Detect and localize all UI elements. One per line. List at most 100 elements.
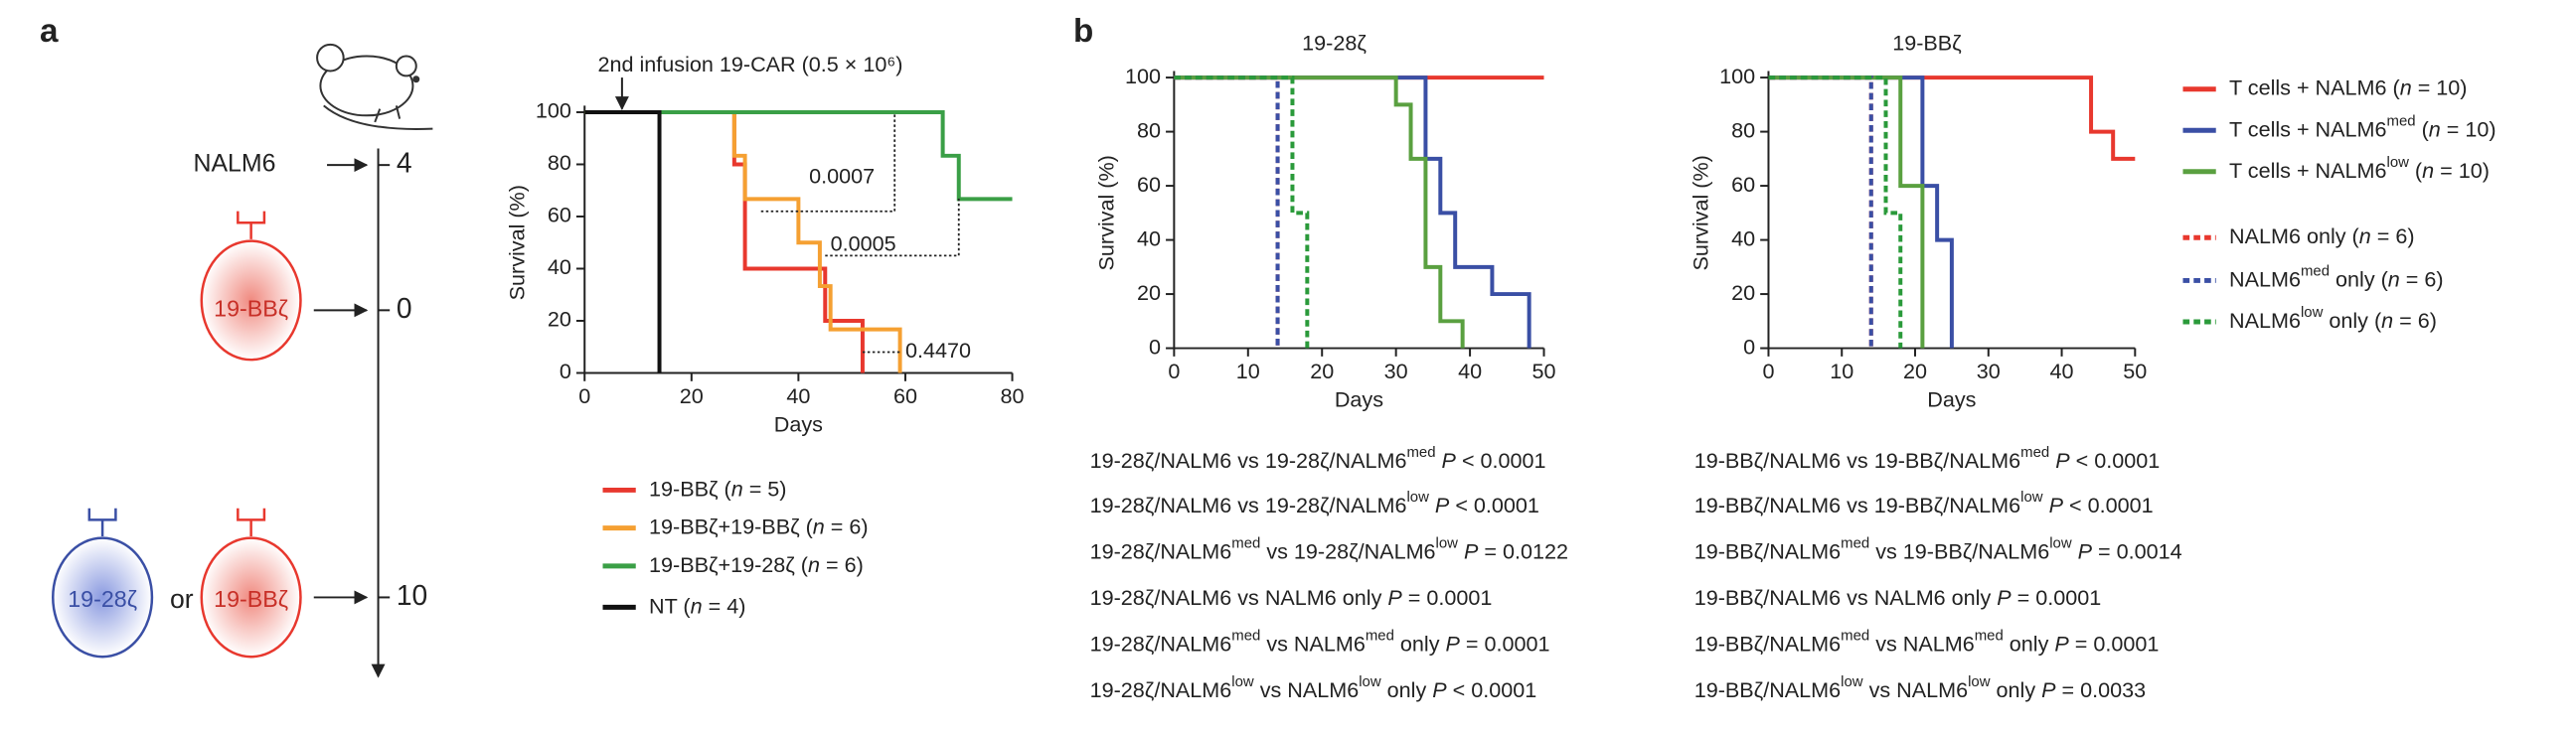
y-tick-label: 40 [548, 254, 571, 279]
x-tick-label: 0 [1168, 359, 1180, 383]
x-tick-label: 40 [1458, 359, 1482, 383]
y-tick-label: 20 [1731, 280, 1755, 305]
p-value: 0.0005 [831, 231, 896, 256]
y-tick-label: 0 [560, 359, 571, 383]
x-axis-label: Days [1335, 386, 1383, 411]
or-label: or [170, 584, 194, 614]
survival-curve [1768, 75, 1925, 349]
panel-label: a [40, 13, 59, 50]
statistic: 19-BBζ/NALM6low vs NALM6low only P = 0.0… [1694, 674, 2146, 702]
survival-curve [584, 109, 902, 373]
p-value: 0.0007 [809, 163, 875, 188]
target-label: NALM6 [193, 150, 275, 178]
survival-curve [1174, 75, 1280, 349]
survival-curve [584, 109, 662, 373]
x-axis-label: Days [774, 411, 823, 436]
x-tick-label: 10 [1830, 359, 1853, 383]
x-tick-label: 20 [1310, 359, 1334, 383]
statistic: 19-28ζ/NALM6 vs 19-28ζ/NALM6med P < 0.00… [1090, 445, 1546, 473]
y-tick-label: 80 [1137, 117, 1161, 142]
survival-curve [1174, 75, 1280, 349]
x-tick-label: 50 [1532, 359, 1556, 383]
axes [1173, 71, 1544, 350]
cell-label: 19-BBζ [214, 295, 288, 321]
survival-curve [584, 109, 1013, 202]
p-value: 0.4470 [905, 338, 971, 363]
x-tick-label: 30 [1977, 359, 2001, 383]
y-tick-label: 0 [1743, 334, 1755, 359]
legend-label: T cells + NALM6med (n = 10) [2229, 113, 2496, 141]
y-tick-label: 60 [1137, 172, 1161, 197]
chart-title: 19-28ζ [1302, 31, 1367, 56]
legend-label: T cells + NALM6 (n = 10) [2229, 74, 2467, 99]
statistic: 19-BBζ/NALM6 vs 19-BBζ/NALM6low P < 0.00… [1694, 490, 2154, 517]
x-tick-label: 0 [578, 383, 590, 408]
legend-label: NALM6med only (n = 6) [2229, 263, 2444, 291]
time-label: 10 [397, 579, 427, 611]
legend-label: 19-BBζ+19-28ζ (n = 6) [649, 552, 864, 577]
statistic: 19-28ζ/NALM6med vs NALM6med only P = 0.0… [1090, 628, 1550, 656]
y-tick-label: 80 [548, 150, 571, 175]
cell: 19-BBζ [200, 508, 302, 659]
cell-label: 19-BBζ [214, 586, 288, 612]
x-tick-label: 40 [2050, 359, 2074, 383]
mouse-icon [316, 43, 433, 130]
y-axis-label: Survival (%) [1689, 155, 1713, 270]
survival-curve [1768, 75, 1873, 349]
y-tick-label: 0 [1149, 334, 1161, 359]
annotation: 2nd infusion 19-CAR (0.5 × 10⁶) [598, 52, 903, 76]
survival-curve [1768, 75, 2136, 161]
y-tick-label: 100 [1719, 64, 1755, 88]
statistic: 19-28ζ/NALM6med vs 19-28ζ/NALM6low P = 0… [1090, 535, 1568, 563]
x-tick-label: 0 [1762, 359, 1774, 383]
statistic: 19-28ζ/NALM6 vs 19-28ζ/NALM6low P < 0.00… [1090, 490, 1539, 517]
legend-label: NT (n = 4) [649, 593, 745, 618]
survival-curve [1768, 75, 1954, 349]
legend-label: NALM6 only (n = 6) [2229, 223, 2415, 248]
y-tick-label: 60 [1731, 172, 1755, 197]
x-tick-label: 30 [1384, 359, 1408, 383]
statistic: 19-28ζ/NALM6 vs NALM6 only P = 0.0001 [1090, 585, 1493, 610]
time-label: 4 [397, 147, 412, 179]
statistic: 19-BBζ/NALM6med vs 19-BBζ/NALM6low P = 0… [1694, 535, 2182, 563]
x-tick-label: 40 [786, 383, 810, 408]
x-tick-label: 20 [1903, 359, 1927, 383]
survival-curve [1174, 75, 1465, 349]
y-tick-label: 100 [536, 98, 571, 123]
x-axis-label: Days [1927, 386, 1976, 411]
legend-label: T cells + NALM6low (n = 10) [2229, 154, 2490, 182]
cell-label: 19-28ζ [68, 586, 137, 612]
cell: 19-BBζ [200, 211, 302, 362]
statistic: 19-BBζ/NALM6 vs 19-BBζ/NALM6med P < 0.00… [1694, 445, 2160, 473]
statistic: 19-BBζ/NALM6 vs NALM6 only P = 0.0001 [1694, 585, 2102, 610]
y-tick-label: 100 [1125, 64, 1161, 88]
legend-label: 19-BBζ+19-BBζ (n = 6) [649, 514, 869, 538]
x-tick-label: 10 [1236, 359, 1260, 383]
chart-title: 19-BBζ [1892, 31, 1962, 56]
y-tick-label: 60 [548, 203, 571, 227]
legend-label: NALM6low only (n = 6) [2229, 304, 2437, 332]
y-axis-label: Survival (%) [504, 185, 529, 300]
x-tick-label: 20 [680, 383, 704, 408]
x-tick-label: 60 [893, 383, 917, 408]
statistic: 19-BBζ/NALM6med vs NALM6med only P = 0.0… [1694, 628, 2160, 656]
survival-curve [1768, 75, 1903, 349]
time-label: 0 [397, 292, 412, 324]
survival-curve [1174, 75, 1531, 349]
cell: 19-28ζ [52, 508, 154, 659]
y-tick-label: 40 [1137, 225, 1161, 250]
panel-label: b [1073, 13, 1093, 50]
statistic: 19-28ζ/NALM6low vs NALM6low only P < 0.0… [1090, 674, 1537, 702]
y-tick-label: 20 [1137, 280, 1161, 305]
survival-curve [1768, 75, 1873, 349]
x-tick-label: 50 [2123, 359, 2147, 383]
survival-curve [1174, 75, 1310, 349]
legend-label: 19-BBζ (n = 5) [649, 476, 786, 501]
y-tick-label: 40 [1731, 225, 1755, 250]
x-tick-label: 80 [1001, 383, 1025, 408]
significance-bracket [760, 111, 896, 213]
y-tick-label: 80 [1731, 117, 1755, 142]
y-tick-label: 20 [548, 307, 571, 332]
y-axis-label: Survival (%) [1094, 155, 1119, 270]
